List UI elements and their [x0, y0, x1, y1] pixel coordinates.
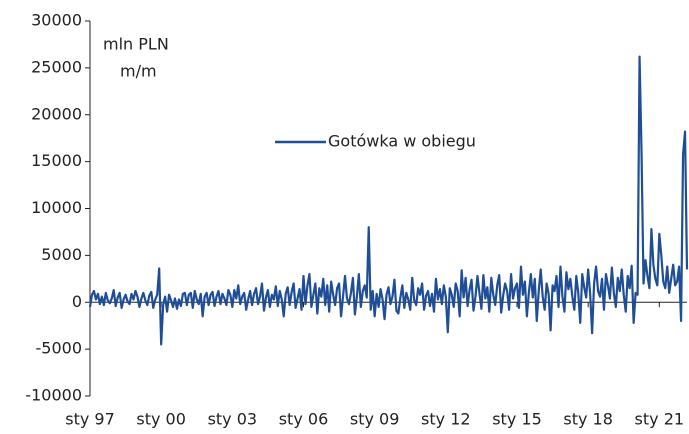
y-tick-label: -10000: [25, 386, 82, 405]
y-tick-label: 25000: [31, 57, 82, 76]
y-unit-label: mln PLN: [103, 35, 169, 54]
x-tick-label: sty 18: [563, 410, 613, 429]
x-tick-label: sty 03: [208, 410, 258, 429]
x-tick-label: sty 21: [635, 410, 685, 429]
y-unit-label: m/m: [120, 62, 157, 81]
x-tick-label: sty 97: [65, 410, 115, 429]
y-tick-label: 0: [72, 292, 82, 311]
legend-label: Gotówka w obiegu: [328, 132, 476, 151]
x-tick-label: sty 12: [421, 410, 471, 429]
x-tick-label: sty 09: [350, 410, 400, 429]
x-tick-label: sty 00: [136, 410, 186, 429]
y-tick-label: 5000: [41, 245, 82, 264]
y-tick-label: 20000: [31, 104, 82, 123]
y-tick-label: 30000: [31, 11, 82, 30]
y-tick-label: 10000: [31, 198, 82, 217]
y-tick-label: 15000: [31, 151, 82, 170]
data-line: [88, 55, 689, 346]
x-tick-label: sty 06: [279, 410, 329, 429]
y-tick-label: -5000: [36, 339, 83, 358]
x-tick-label: sty 15: [492, 410, 542, 429]
